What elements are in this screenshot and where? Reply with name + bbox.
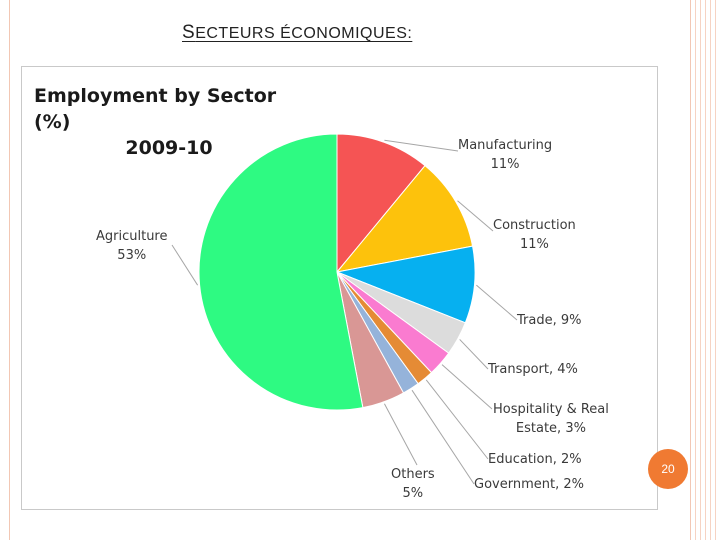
leader-line-7 [383, 403, 418, 466]
pie-chart: Employment by Sector (%) 2009-10 Manufac… [21, 66, 658, 510]
pie-slice-1 [335, 164, 474, 273]
leader-line-6 [411, 389, 475, 485]
chart-title-line1: Employment by Sector (%) [34, 85, 277, 133]
label-others: Others 5% [391, 467, 435, 501]
slide-frame-left [0, 0, 10, 540]
label-construction: Construction 11% [493, 218, 576, 252]
pie-slice-0 [336, 133, 426, 274]
leader-line-5 [425, 379, 489, 460]
label-hospitality: Hospitality & Real Estate, 3% [493, 402, 609, 436]
label-manufacturing: Manufacturing 11% [458, 138, 553, 172]
leader-line-2 [476, 284, 518, 321]
pie-chart-canvas [171, 133, 518, 485]
label-transport: Transport, 4% [488, 362, 578, 377]
slide-title-initial: S [182, 22, 196, 43]
chart-title: Employment by Sector (%) 2009-10 [34, 83, 294, 161]
slide-title: SECTEURS ÉCONOMIQUES: [182, 22, 412, 44]
leader-line-0 [384, 139, 459, 152]
leader-line-4 [441, 364, 493, 410]
slide-title-rest: ECTEURS ÉCONOMIQUES: [195, 25, 413, 42]
pie-slice-8 [198, 133, 364, 411]
chart-title-line2: 2009-10 [125, 137, 213, 159]
label-trade: Trade, 9% [517, 313, 582, 328]
label-government: Government, 2% [474, 477, 584, 492]
leader-line-3 [459, 339, 489, 370]
label-education: Education, 2% [488, 452, 582, 467]
slide-frame-right [690, 0, 720, 540]
label-agriculture: Agriculture 53% [96, 229, 168, 263]
leader-line-1 [457, 200, 494, 232]
page-number-badge: 20 [648, 449, 688, 489]
leader-line-8 [171, 244, 199, 286]
